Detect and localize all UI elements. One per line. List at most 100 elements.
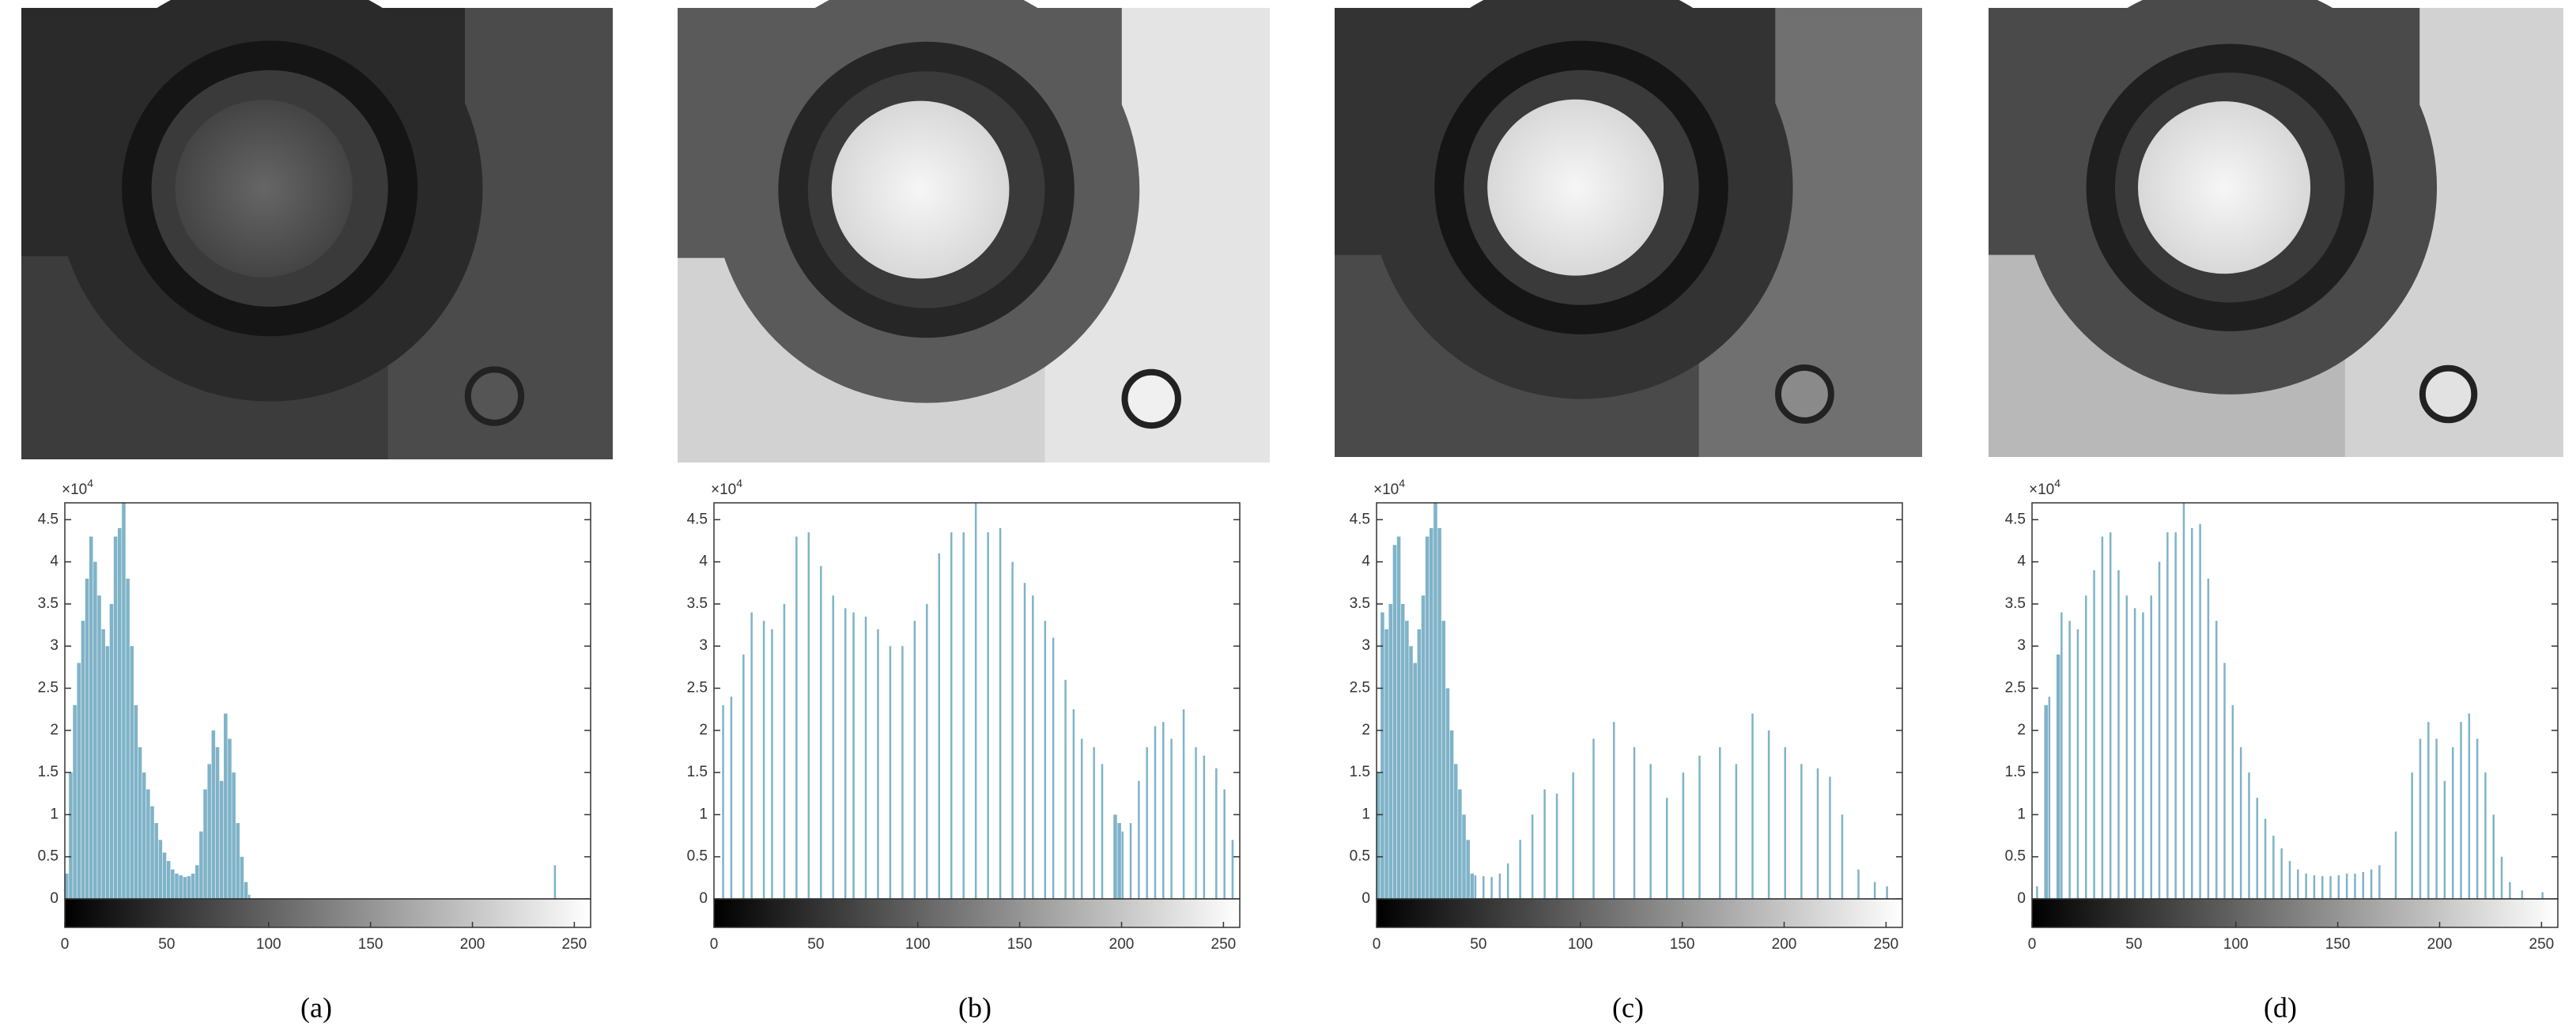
- histogram-bar: [864, 616, 867, 899]
- histogram-bar: [2207, 578, 2210, 899]
- histogram-bar: [2036, 886, 2038, 899]
- histogram-bar: [2109, 532, 2112, 899]
- histogram-bar: [2460, 722, 2462, 899]
- y-multiplier: ×104: [711, 477, 742, 498]
- histogram-bar: [807, 532, 810, 899]
- histogram-bar: [1592, 738, 1595, 899]
- histogram-bar: [199, 831, 203, 899]
- histogram-bar: [1195, 747, 1197, 899]
- y-multiplier-power: 4: [2054, 477, 2060, 489]
- histogram-bar: [130, 646, 134, 899]
- histogram-bar: [2048, 697, 2051, 899]
- histogram-bar: [1044, 621, 1047, 899]
- histogram-bar: [2500, 856, 2503, 899]
- histogram-bar: [211, 730, 216, 899]
- histogram-bar: [2427, 722, 2430, 899]
- histogram-bar: [730, 697, 733, 899]
- histogram-bar: [926, 603, 928, 899]
- x-tick-label: 50: [807, 936, 824, 953]
- histogram-bar: [2117, 570, 2120, 899]
- histogram-bar: [195, 865, 199, 899]
- histogram-bar: [162, 852, 167, 899]
- histogram-bar: [2468, 713, 2471, 899]
- photo: [1335, 0, 1922, 457]
- histogram-bar: [762, 621, 765, 899]
- y-tick-label: 1.5: [1350, 764, 1370, 780]
- y-multiplier: ×104: [2029, 477, 2060, 498]
- y-tick-label: 0: [2017, 890, 2026, 907]
- histogram-bar: [215, 747, 220, 899]
- histogram-bar: [722, 704, 724, 899]
- histogram-bar: [2182, 503, 2185, 899]
- histogram-bar: [171, 869, 175, 899]
- histogram-bar: [122, 503, 126, 899]
- histogram-bar: [1751, 713, 1754, 899]
- y-tick-label: 1: [1362, 806, 1370, 822]
- histogram-bar: [236, 823, 240, 899]
- photo-hole: [2138, 101, 2311, 274]
- histogram-bar: [1483, 876, 1485, 899]
- y-tick-label: 3: [2017, 637, 2026, 654]
- x-tick-label: 0: [710, 936, 719, 953]
- histogram-bar: [224, 713, 228, 899]
- histogram-bar: [154, 823, 158, 899]
- histogram-bar: [175, 874, 179, 899]
- histogram-bar: [2248, 772, 2250, 899]
- y-tick-label: 0.5: [1350, 848, 1370, 865]
- histogram-bar: [1816, 768, 1819, 899]
- histogram-bar: [2345, 874, 2348, 899]
- caption: (b): [958, 991, 991, 1023]
- caption: (d): [2264, 991, 2297, 1023]
- x-tick-label: 200: [460, 936, 485, 953]
- histogram-bar: [999, 527, 1002, 899]
- histogram-bar: [2305, 874, 2307, 899]
- y-multiplier-power: 4: [736, 477, 742, 489]
- y-tick-label: 0.5: [687, 848, 708, 865]
- histogram-bar: [2076, 629, 2079, 899]
- photos: [21, 0, 2563, 463]
- x-tick-label: 100: [1568, 936, 1593, 953]
- histogram-bar: [101, 629, 105, 899]
- x-tick-label: 50: [158, 936, 175, 953]
- y-tick-label: 4: [1362, 553, 1370, 570]
- histogram-bar: [950, 532, 953, 899]
- y-tick-label: 3: [1362, 637, 1370, 654]
- histogram-bar: [2411, 772, 2413, 899]
- x-tick-label: 100: [256, 936, 281, 953]
- histogram-bar: [553, 865, 557, 899]
- histogram-bar: [138, 747, 142, 899]
- histogram-bar: [820, 565, 822, 899]
- histogram-bar: [1449, 730, 1454, 899]
- histogram-bar: [1396, 536, 1401, 899]
- histogram-bar: [1466, 840, 1470, 899]
- histogram-bar: [852, 612, 855, 899]
- histogram-bar: [1666, 798, 1668, 899]
- y-tick-label: 2: [699, 722, 708, 738]
- histogram-bar: [1735, 764, 1738, 899]
- histogram-bar: [2133, 608, 2136, 899]
- y-tick-label: 3: [699, 637, 708, 654]
- histogram-bar: [938, 553, 941, 899]
- histogram-bar: [2101, 536, 2104, 899]
- y-tick-label: 2.5: [38, 680, 59, 697]
- histogram-bar: [742, 654, 745, 899]
- x-tick-label: 50: [2125, 936, 2142, 953]
- x-tick-label: 50: [1470, 936, 1486, 953]
- histogram-bar: [771, 629, 773, 899]
- y-tick-label: 1.5: [687, 764, 708, 780]
- histogram-bar: [1433, 503, 1437, 899]
- y-tick-label: 1.5: [2005, 764, 2026, 780]
- x-tick-label: 150: [358, 936, 383, 953]
- y-multiplier: ×104: [62, 477, 93, 498]
- histogram-bar: [2085, 595, 2087, 899]
- histogram-bar: [1462, 814, 1466, 899]
- histogram-bar: [1886, 886, 1888, 899]
- y-multiplier: ×104: [1373, 477, 1405, 498]
- y-tick-label: 0: [1362, 890, 1370, 907]
- histogram-bar: [1215, 768, 1218, 899]
- histogram-bar: [105, 646, 110, 899]
- photo-lock: [2419, 364, 2478, 424]
- histogram-bar: [901, 646, 904, 899]
